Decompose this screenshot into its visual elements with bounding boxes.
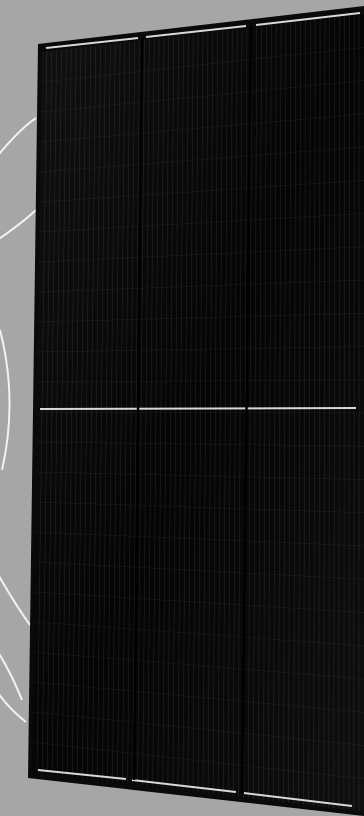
bottom-busbar-right: [243, 792, 353, 807]
panel-cells: [32, 14, 364, 812]
panel-busbars: [37, 12, 361, 807]
bottom-busbar-middle: [131, 779, 237, 793]
bottom-busbar-left: [37, 769, 127, 780]
middle-busbar: [39, 407, 357, 410]
top-busbar-left: [45, 37, 139, 49]
top-busbar-right: [255, 12, 361, 26]
background-arcs: [0, 117, 37, 723]
string-dividers: [132, 24, 253, 794]
top-busbar-middle: [145, 25, 247, 38]
cell-sheen: [32, 14, 364, 812]
